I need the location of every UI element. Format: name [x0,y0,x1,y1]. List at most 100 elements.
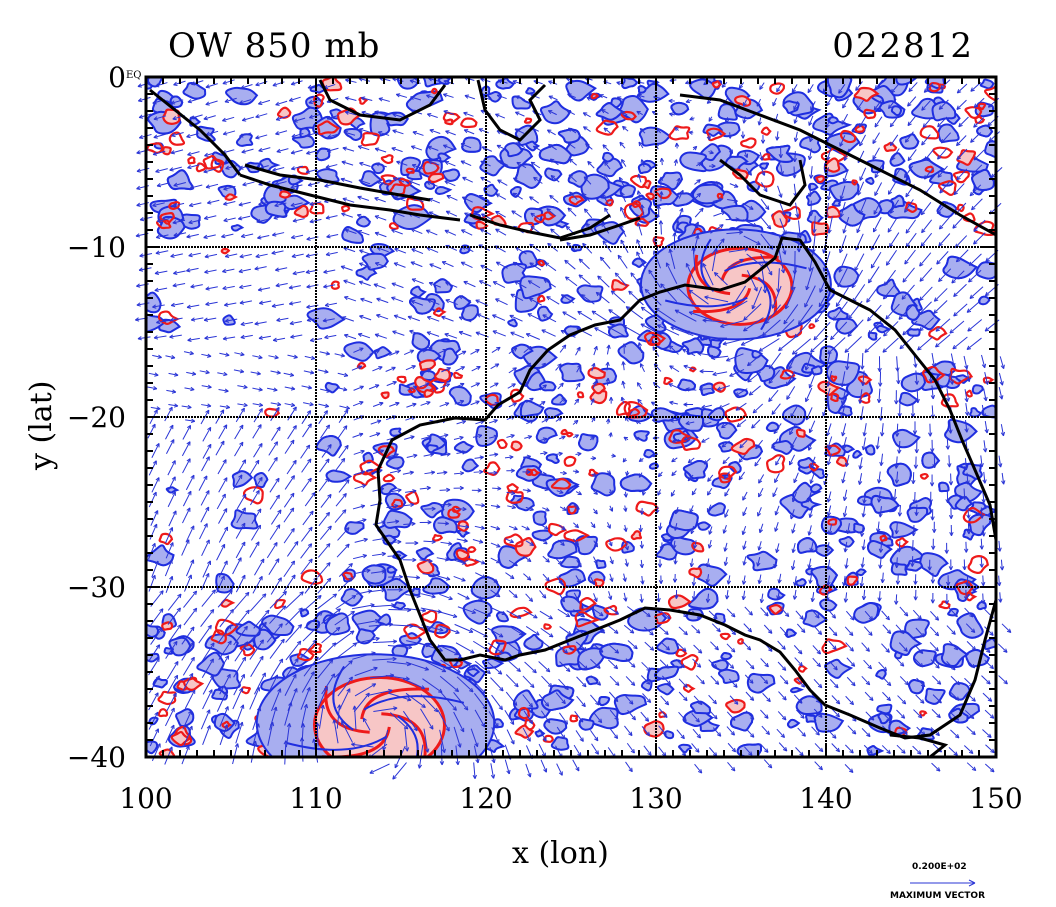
vortex-spiral-arm [720,255,779,281]
wind-vector [171,132,184,137]
equator-label: EQ [126,70,142,81]
wind-vector [251,524,261,541]
ow-positive-blob [630,530,643,541]
ow-negative-blob [944,418,978,444]
wind-vector-head [229,608,235,614]
wind-vector [222,268,235,273]
wind-vector-head [154,692,159,697]
wind-vector-head [136,168,142,173]
wind-vector-head [209,674,214,680]
wind-vector [610,290,626,304]
ow-negative-blob [691,183,726,205]
ow-negative-blob [940,643,969,668]
wind-vector [234,441,244,457]
wind-vector-head [290,184,295,190]
ow-negative-blob [978,295,991,306]
wind-vector [242,181,255,186]
wind-vector-head [288,285,294,290]
wind-vector [919,286,933,301]
ow-negative-blob [678,743,693,754]
wind-vector [150,510,159,526]
ow-positive-blob [157,310,180,325]
wind-vector [166,389,176,393]
wind-vector [236,493,247,510]
wind-vector-head [186,304,192,309]
wind-vector [751,419,761,429]
wind-vector [691,624,701,634]
wind-vector-head [255,723,260,728]
wind-vector-head [151,542,156,548]
ow-negative-blob [889,521,919,539]
wind-vector [763,624,773,634]
wind-vector [868,266,880,284]
wind-vector [258,99,271,105]
wind-vector-head [224,388,229,393]
wind-vector [813,321,831,341]
wind-vector-head [255,490,260,495]
ow-positive-blob [768,604,784,615]
wind-vector-head [275,406,280,412]
wind-vector [268,355,279,359]
wind-vector [250,593,267,612]
ow-positive-blob [588,468,600,477]
ow-negative-blob [523,633,544,651]
ow-negative-blob [565,79,597,102]
wind-vector [470,627,488,638]
wind-vector-head [170,724,175,730]
wind-vector-head [172,220,177,225]
wind-vector-head [240,233,246,239]
wind-vector [249,687,260,710]
wind-vector-head [169,575,174,581]
wind-vector-head [153,134,158,139]
wind-vector-head [307,458,312,463]
wind-vector [238,201,251,206]
wind-vector-head [326,388,331,393]
wind-vector-head [288,97,294,102]
wind-vector [844,336,862,353]
wind-vector [292,270,305,275]
wind-vector [267,387,278,391]
ow-positive-blob [574,611,601,628]
ow-positive-blob [187,156,196,165]
wind-vector [337,372,348,377]
wind-vector-head [189,185,195,190]
wind-vector [861,353,864,370]
wind-vector-head [139,253,144,258]
wind-vector [181,626,195,645]
wind-vector-head [243,384,248,390]
wind-vector [609,728,619,739]
wind-vector [185,525,195,542]
ow-positive-blob [940,393,959,408]
wind-vector [201,642,215,662]
wind-vector [905,219,917,234]
wind-vector-head [186,234,191,239]
wind-vector-head [292,406,297,411]
wind-vector-head [309,219,314,224]
wind-vector-head [169,334,174,339]
wind-vector [204,335,217,339]
wind-vector [743,623,752,633]
wind-vector-head [240,351,245,357]
ow-positive-blob [168,200,181,210]
ow-negative-blob [531,529,553,542]
wind-vector-head [170,317,175,322]
ow-positive-blob [528,468,541,477]
ow-positive-blob [605,198,614,207]
wind-vector-head [260,558,265,563]
wind-vector-head [309,337,315,343]
wind-vector [249,490,260,506]
wind-vector-head [273,456,278,462]
ow-positive-blob [398,177,412,187]
ow-positive-blob [680,435,702,451]
wind-vector [252,355,263,359]
wind-vector-head [204,152,209,157]
wind-vector [609,675,620,686]
wind-vector-head [258,201,263,206]
wind-vector-head [238,268,243,274]
wind-vector [745,660,755,670]
wind-vector [273,337,286,341]
vortex-outer-arm [286,735,388,751]
wind-vector [899,676,909,686]
wind-vector-head [224,98,230,103]
wind-vector-head [322,318,327,323]
